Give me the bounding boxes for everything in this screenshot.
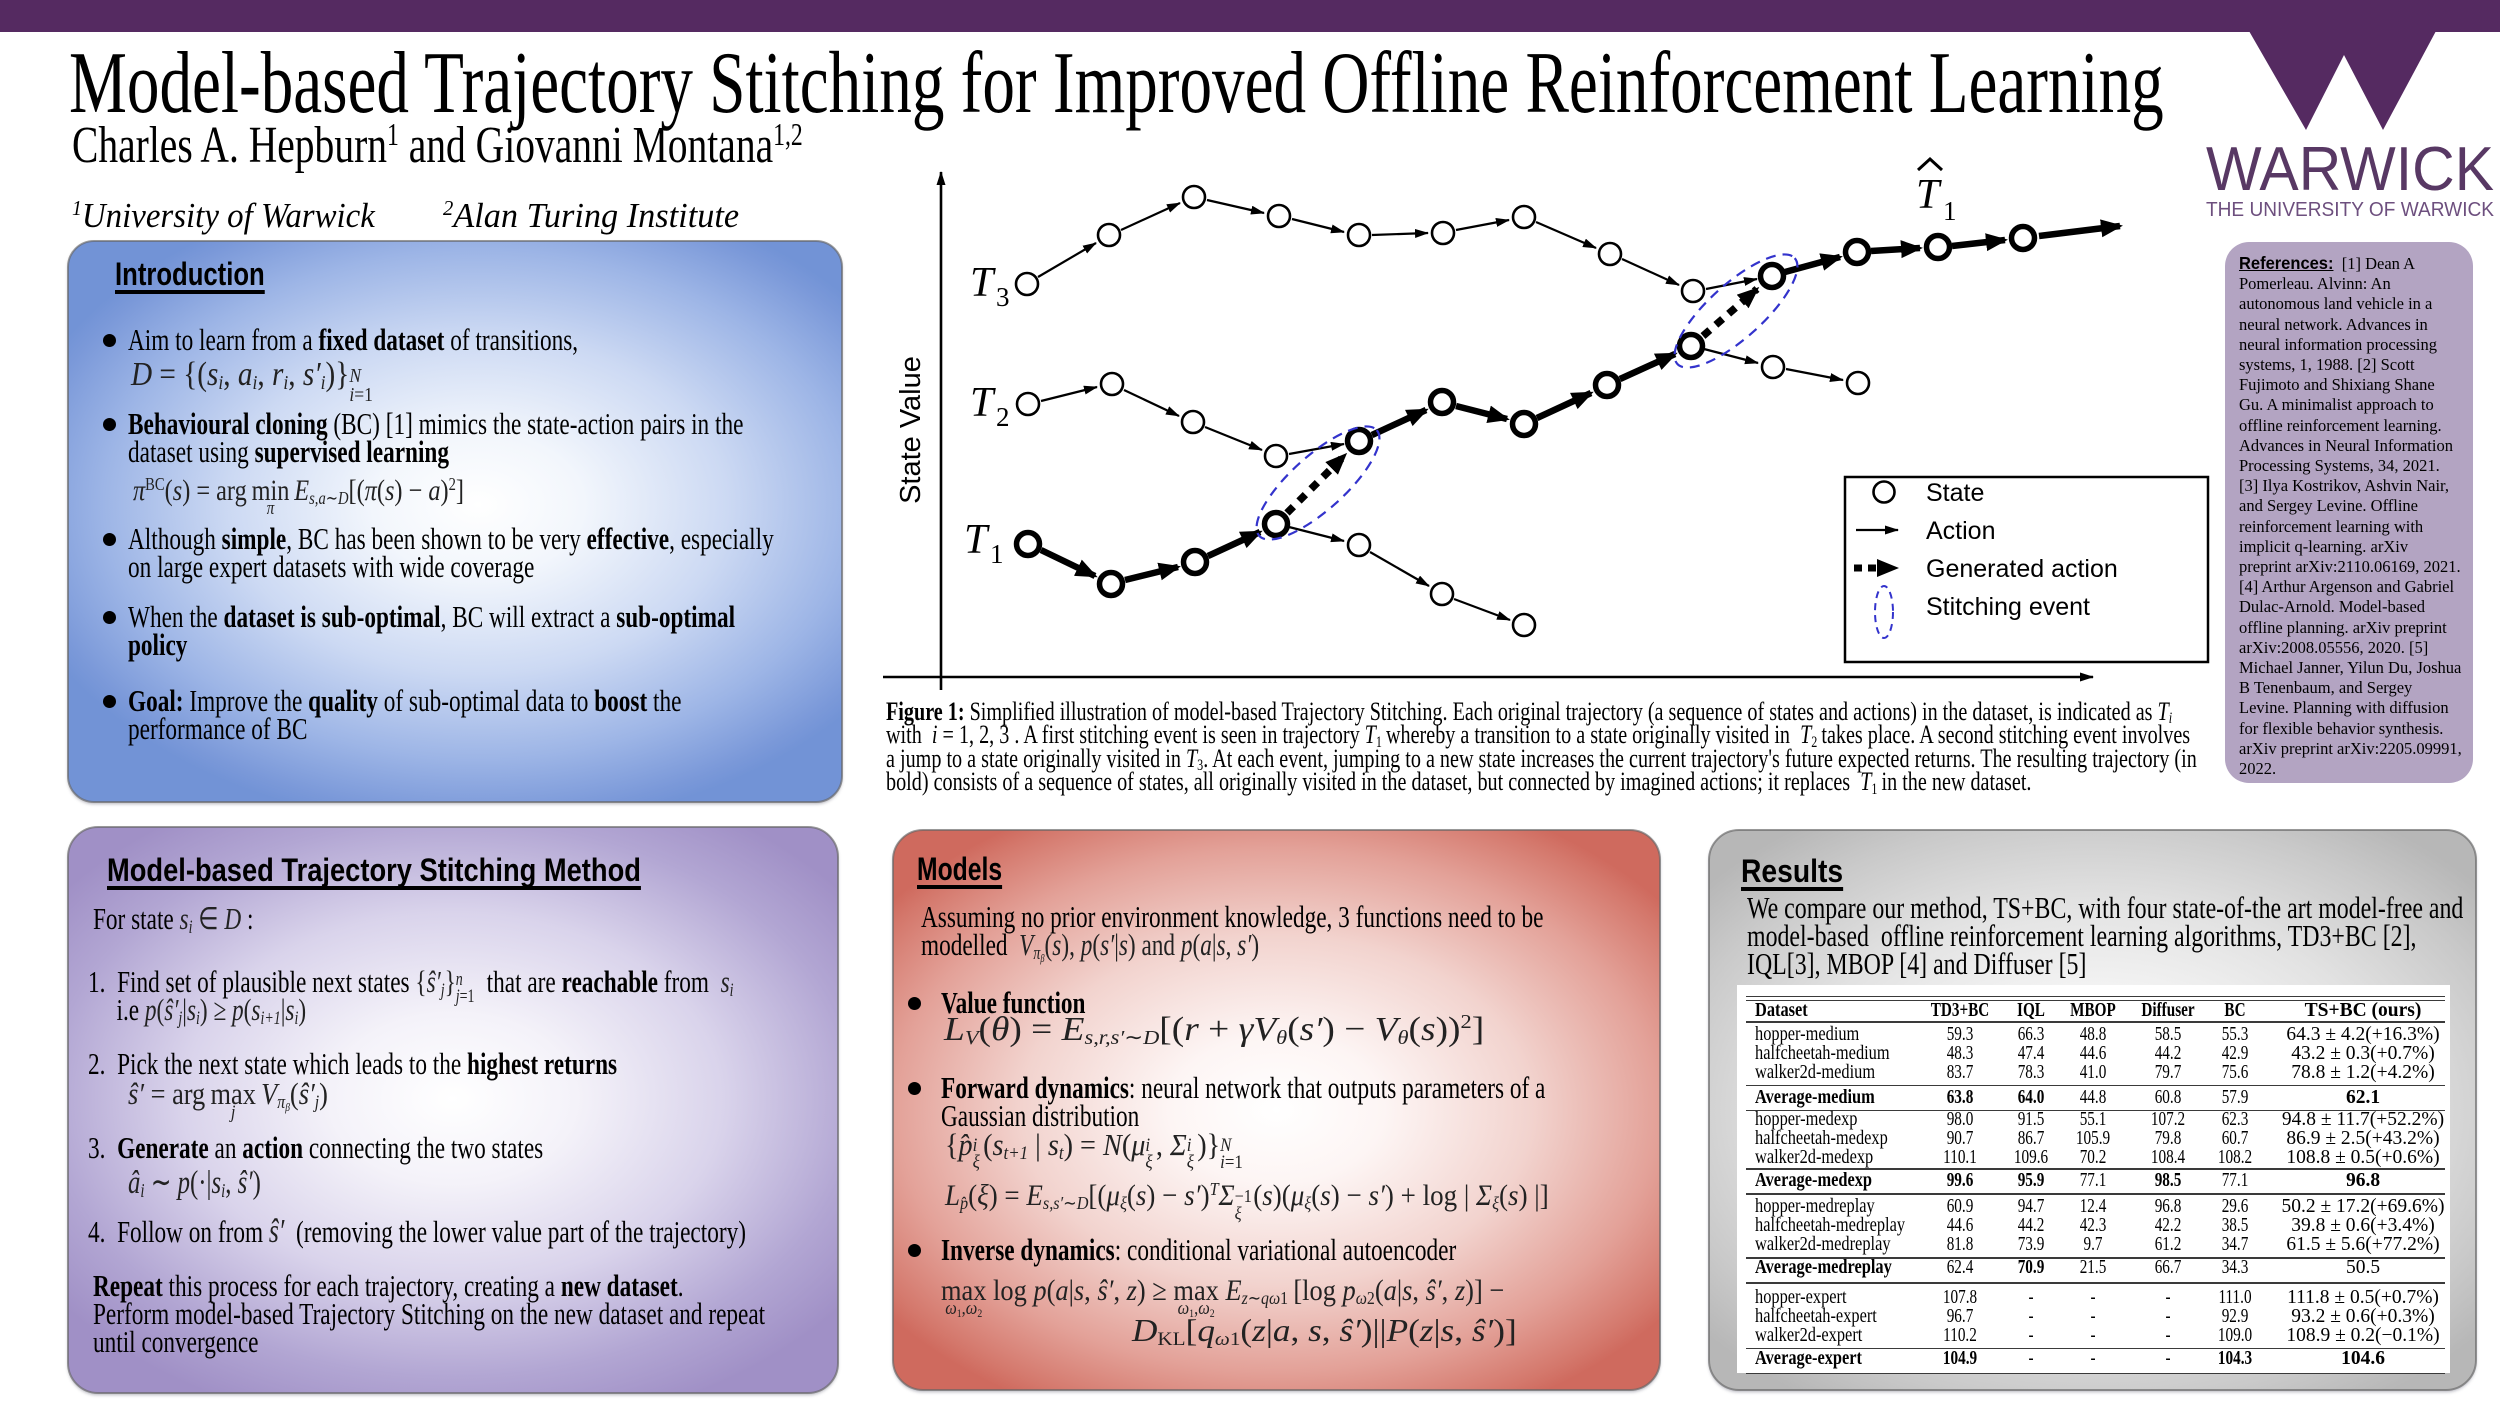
- svg-text:THE UNIVERSITY OF WARWICK: THE UNIVERSITY OF WARWICK: [2206, 198, 2494, 221]
- svg-text:Generated action: Generated action: [1926, 555, 2118, 583]
- svg-text:1: 1: [990, 539, 1004, 569]
- svg-text:Action: Action: [1926, 517, 1995, 545]
- svg-text:1: 1: [1943, 196, 1957, 226]
- svg-text:3: 3: [996, 282, 1010, 312]
- svg-text:T: T: [970, 380, 996, 426]
- svg-text:Stitching event: Stitching event: [1926, 593, 2090, 621]
- svg-text:State Value: State Value: [895, 356, 927, 504]
- svg-text:T: T: [970, 260, 996, 306]
- svg-text:State: State: [1926, 479, 1984, 507]
- svg-text:WARWICK: WARWICK: [2206, 141, 2494, 204]
- svg-text:2: 2: [996, 402, 1010, 432]
- svg-text:T: T: [1916, 172, 1942, 218]
- svg-text:T: T: [964, 517, 990, 563]
